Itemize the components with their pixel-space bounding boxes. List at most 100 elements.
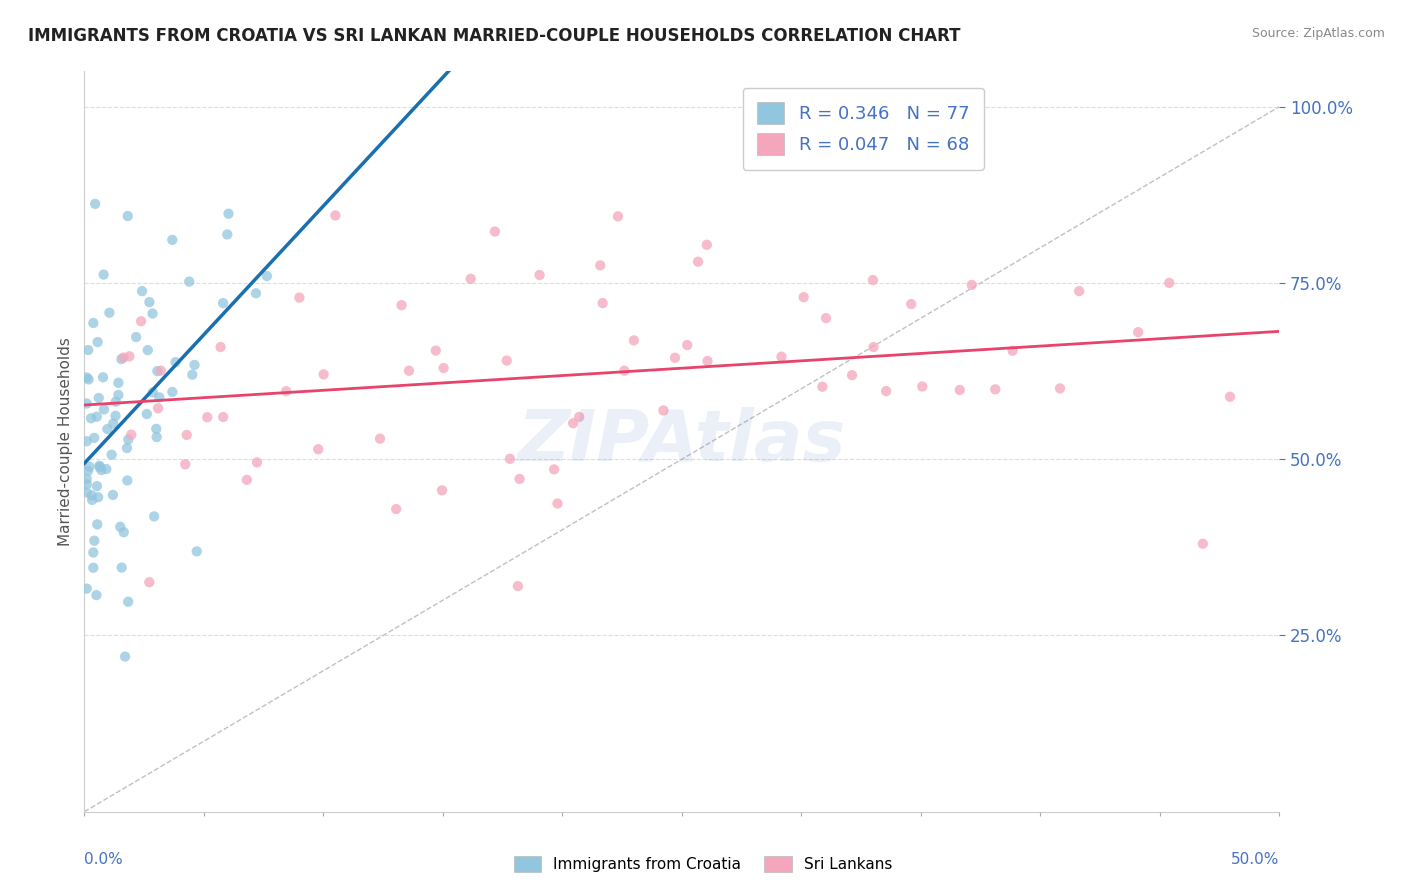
Point [76,472,98,486]
Point [125,330,148,344]
Point [117,209,139,223]
Point [546,496,568,510]
Point [589,258,612,272]
Point [135,407,157,421]
Point [83,431,105,445]
Point [176,428,198,442]
Point [101,488,124,502]
Point [398,364,420,378]
Point [112,351,135,365]
Point [212,296,235,310]
Point [256,268,278,283]
Point [86,588,108,602]
Point [1159,276,1181,290]
Point [911,379,934,393]
Legend: R = 0.346   N = 77, R = 0.047   N = 68: R = 0.346 N = 77, R = 0.047 N = 68 [742,87,984,169]
Point [89,458,111,473]
Point [430,483,453,498]
Point [236,473,259,487]
Point [77,372,100,386]
Point [506,579,529,593]
Point [111,560,134,574]
Point [815,311,838,326]
Point [613,364,636,378]
Point [529,268,551,282]
Point [607,210,630,224]
Point [117,474,139,488]
Point [217,227,239,242]
Point [509,472,531,486]
Point [499,451,522,466]
Point [146,401,169,416]
Point [77,343,100,357]
Point [115,441,138,455]
Point [89,460,111,475]
Point [368,432,391,446]
Point [174,458,197,472]
Point [495,353,517,368]
Point [76,582,98,596]
Point [87,391,110,405]
Point [80,488,103,502]
Point [312,368,335,382]
Point [1219,390,1241,404]
Point [165,355,187,369]
Point [162,384,184,399]
Point [117,433,139,447]
Point [87,490,110,504]
Point [484,225,506,239]
Point [276,384,298,399]
Point [862,273,884,287]
Point [83,533,105,548]
Point [136,343,159,358]
Point [676,338,699,352]
Point [96,422,118,436]
Point [325,209,347,223]
Point [104,394,127,409]
Point [162,233,184,247]
Point [1001,343,1024,358]
Point [93,402,115,417]
Point [246,455,269,469]
Legend: Immigrants from Croatia, Sri Lankans: Immigrants from Croatia, Sri Lankans [506,848,900,880]
Point [195,410,218,425]
Point [307,442,329,457]
Point [385,502,408,516]
Point [107,376,129,390]
Point [86,517,108,532]
Y-axis label: Married-couple Households: Married-couple Households [58,337,73,546]
Point [793,290,815,304]
Point [562,416,585,430]
Point [76,477,98,491]
Point [80,411,103,425]
Point [142,385,165,400]
Point [104,409,127,423]
Point [811,380,834,394]
Point [949,383,972,397]
Point [900,297,922,311]
Point [145,430,167,444]
Text: 0.0%: 0.0% [84,853,124,867]
Point [91,370,114,384]
Point [186,544,208,558]
Point [131,284,153,298]
Point [117,595,139,609]
Point [103,417,125,431]
Point [1126,325,1149,339]
Point [93,268,115,282]
Point [245,286,267,301]
Point [100,448,122,462]
Point [129,314,152,328]
Point [82,560,104,574]
Point [138,295,160,310]
Point [875,384,897,398]
Point [148,390,170,404]
Point [98,306,121,320]
Point [96,462,118,476]
Point [288,291,311,305]
Point [76,434,98,449]
Point [120,427,142,442]
Point [82,316,104,330]
Point [181,368,204,382]
Text: 50.0%: 50.0% [1232,853,1279,867]
